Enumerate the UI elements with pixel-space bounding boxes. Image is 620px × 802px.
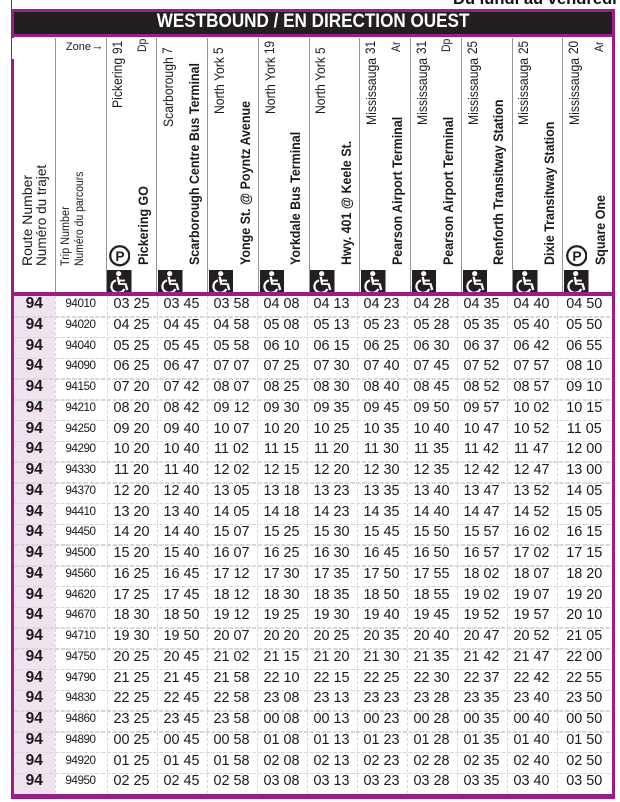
svg-text:P: P [115,248,124,264]
svg-text:P: P [572,248,581,264]
